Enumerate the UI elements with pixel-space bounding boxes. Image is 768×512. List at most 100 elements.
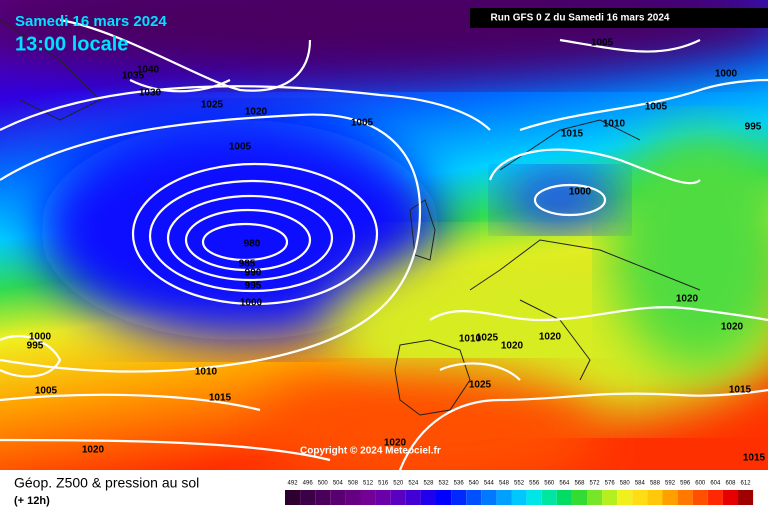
- isobar-label: 1035: [122, 71, 145, 82]
- isobar-label: 1020: [539, 332, 562, 343]
- scale-label: 548: [499, 481, 510, 487]
- isobar-label: 1025: [201, 100, 224, 111]
- isobar-label: 1005: [351, 118, 374, 129]
- scale-swatch: [466, 490, 482, 505]
- isobar-label: 985: [239, 259, 256, 270]
- scale-swatch: [677, 490, 693, 505]
- scale-label: 592: [665, 481, 676, 487]
- color-scale: 492 496 500 504 508 512 516 520 524 528 532 536 540 5…: [285, 481, 754, 505]
- scale-swatch: [511, 490, 527, 505]
- scale-label: 492: [288, 481, 299, 487]
- isobar-label: 1015: [561, 129, 584, 140]
- scale-swatch: [481, 490, 497, 505]
- isobar-label: 1030: [139, 88, 162, 99]
- scale-swatch: [526, 490, 542, 505]
- isobar-label: 1020: [721, 322, 744, 333]
- isobar-label: 1005: [35, 386, 58, 397]
- isobar-label: 1015: [209, 393, 232, 404]
- scale-label: 508: [348, 481, 359, 487]
- scale-label: 532: [439, 481, 450, 487]
- scale-label: 504: [333, 481, 344, 487]
- isobar-label: 1015: [743, 453, 766, 464]
- scale-label: 512: [363, 481, 374, 487]
- date: Samedi 16 mars 2024: [15, 13, 167, 30]
- scale-label: 536: [454, 481, 465, 487]
- footer-subtitle: (+ 12h): [14, 495, 50, 507]
- copyright: Copyright © 2024 Meteociel.fr: [300, 446, 441, 457]
- scale-label: 500: [318, 481, 329, 487]
- scale-swatch: [390, 490, 406, 505]
- scale-label: 556: [529, 481, 540, 487]
- scale-label: 604: [710, 481, 721, 487]
- scale-swatch: [285, 490, 301, 505]
- isobars: [0, 18, 768, 471]
- scale-swatch: [662, 490, 678, 505]
- scale-label: 564: [559, 481, 570, 487]
- isobar-label: 1000: [569, 187, 592, 198]
- scale-swatch: [541, 490, 557, 505]
- scale-label: 552: [514, 481, 525, 487]
- isobar-label: 1000: [240, 298, 263, 309]
- scale-label: 572: [590, 481, 601, 487]
- coastlines: [0, 19, 701, 416]
- scale-swatch: [315, 490, 331, 505]
- isobar-label: 995: [245, 281, 262, 292]
- scale-swatch: [300, 490, 316, 505]
- isobar-label: 1020: [676, 294, 699, 305]
- isobar-label: 1020: [384, 438, 407, 449]
- isobar-label: 1020: [501, 341, 524, 352]
- isobar-label: 1005: [645, 102, 668, 113]
- isobar-label: 980: [244, 239, 261, 250]
- footer-title: Géop. Z500 & pression au sol: [14, 475, 199, 491]
- isobar-label: 995: [745, 122, 762, 133]
- scale-label: 612: [741, 481, 752, 487]
- scale-label: 600: [695, 481, 706, 487]
- isobar-label: 1015: [729, 385, 752, 396]
- scale-swatch: [345, 490, 361, 505]
- isobar-label: 1000: [715, 69, 738, 80]
- scale-label: 608: [725, 481, 736, 487]
- isobar-label: 1000: [29, 332, 52, 343]
- isobar-label: 1010: [603, 119, 626, 130]
- scale-swatch: [496, 490, 512, 505]
- scale-label: 560: [544, 481, 555, 487]
- isobar-label: 1010: [195, 367, 218, 378]
- scale-label: 496: [303, 481, 314, 487]
- isobar-label: 995: [27, 341, 44, 352]
- scale-swatch: [692, 490, 708, 505]
- scale-swatch: [405, 490, 421, 505]
- map-field: [0, 0, 768, 490]
- scale-swatch: [647, 490, 663, 505]
- scale-swatch: [617, 490, 633, 505]
- scale-label: 520: [393, 481, 404, 487]
- scale-label: 588: [650, 481, 661, 487]
- isobar-label: 1005: [591, 38, 614, 49]
- isobar-labels: 1040103510301025102010051005980985990995…: [27, 38, 766, 464]
- scale-swatch: [420, 490, 436, 505]
- scale-label: 516: [378, 481, 389, 487]
- scale-swatch: [722, 490, 738, 505]
- scale-label: 596: [680, 481, 691, 487]
- isobar-label: 990: [245, 268, 262, 279]
- scale-swatch: [571, 490, 587, 505]
- local-time: 13:00 locale: [15, 33, 128, 55]
- scale-swatch: [738, 490, 754, 505]
- scale-swatch: [375, 490, 391, 505]
- isobar-label: 1005: [229, 142, 252, 153]
- scale-label: 524: [408, 481, 419, 487]
- isobar-label: 1025: [469, 380, 492, 391]
- scale-swatch: [451, 490, 467, 505]
- scale-label: 584: [635, 481, 646, 487]
- run-box: [470, 8, 768, 28]
- scale-swatch: [632, 490, 648, 505]
- run-info: Run GFS 0 Z du Samedi 16 mars 2024: [491, 13, 670, 24]
- scale-label: 528: [423, 481, 434, 487]
- scale-swatch: [602, 490, 618, 505]
- scale-swatch: [360, 490, 376, 505]
- isobar-label: 1020: [245, 107, 268, 118]
- isobar-label: 1025: [476, 333, 499, 344]
- scale-swatch: [587, 490, 603, 505]
- scale-swatch: [707, 490, 723, 505]
- isobar-label: 1040: [137, 65, 160, 76]
